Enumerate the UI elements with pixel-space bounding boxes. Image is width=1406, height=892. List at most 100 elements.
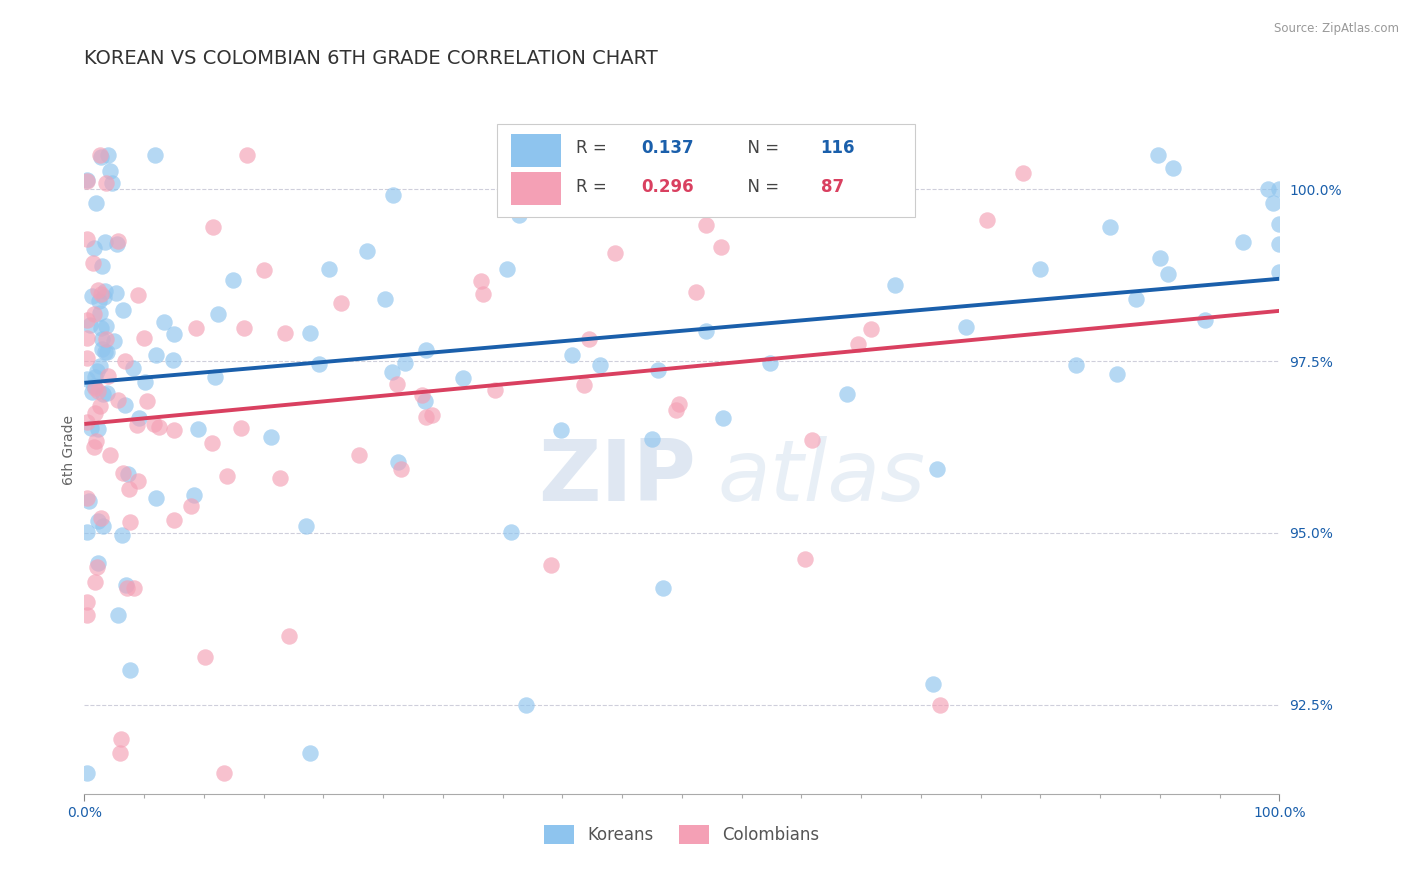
- Point: [508, 208, 530, 222]
- Point: [76, 174, 98, 188]
- Point: [385, 377, 408, 392]
- Point: [561, 348, 583, 362]
- Point: [501, 524, 523, 539]
- Point: [76, 173, 98, 187]
- Text: 0.137: 0.137: [641, 139, 695, 157]
- Point: [1029, 261, 1052, 276]
- Point: [652, 581, 675, 595]
- Point: [117, 467, 139, 481]
- Point: [294, 519, 316, 533]
- Point: [83, 242, 105, 256]
- Point: [204, 369, 226, 384]
- Point: [641, 433, 664, 447]
- Point: [86, 560, 108, 574]
- Point: [118, 663, 141, 677]
- Point: [675, 149, 697, 163]
- Point: [94, 332, 117, 346]
- Point: [572, 377, 595, 392]
- Point: [76, 608, 98, 623]
- Point: [1156, 267, 1178, 281]
- Point: [76, 524, 98, 539]
- Point: [87, 422, 110, 436]
- Point: [80, 421, 103, 435]
- Point: [127, 417, 149, 432]
- Point: [76, 766, 98, 780]
- Point: [127, 288, 149, 302]
- Point: [222, 273, 245, 287]
- Point: [145, 348, 167, 362]
- Point: [93, 290, 115, 304]
- Point: [515, 698, 537, 712]
- Point: [236, 148, 259, 162]
- Point: [846, 337, 869, 351]
- Point: [90, 320, 112, 334]
- Point: [94, 284, 117, 298]
- Point: [89, 148, 111, 162]
- Point: [114, 577, 136, 591]
- Text: 0.296: 0.296: [641, 178, 695, 196]
- Point: [76, 594, 98, 608]
- Point: [551, 196, 574, 211]
- Point: [318, 261, 340, 276]
- Point: [89, 359, 111, 373]
- Point: [207, 307, 229, 321]
- Point: [183, 488, 205, 502]
- Point: [143, 148, 166, 162]
- Point: [110, 731, 132, 746]
- Point: [381, 365, 404, 379]
- Point: [1194, 313, 1216, 327]
- Point: [413, 393, 436, 408]
- Point: [794, 552, 817, 566]
- Point: [253, 263, 276, 277]
- Point: [201, 436, 224, 450]
- Point: [202, 220, 225, 235]
- Point: [94, 345, 117, 359]
- Point: [103, 334, 125, 348]
- Point: [111, 302, 134, 317]
- Point: [76, 491, 98, 505]
- Point: [134, 331, 156, 345]
- Point: [187, 422, 209, 436]
- Point: [382, 187, 405, 202]
- Point: [83, 440, 105, 454]
- Point: [578, 332, 600, 346]
- Text: 116: 116: [821, 139, 855, 157]
- Point: [540, 558, 562, 572]
- Point: [90, 511, 112, 525]
- Point: [90, 150, 112, 164]
- Point: [79, 318, 101, 332]
- Point: [759, 356, 782, 370]
- Point: [229, 420, 252, 434]
- Point: [163, 423, 186, 437]
- Point: [451, 371, 474, 385]
- Point: [83, 370, 105, 384]
- Point: [800, 433, 823, 447]
- Point: [98, 448, 121, 462]
- Point: [89, 306, 111, 320]
- Point: [87, 384, 110, 398]
- Point: [101, 176, 124, 190]
- Point: [97, 368, 120, 383]
- Point: [1268, 237, 1291, 252]
- Point: [80, 289, 103, 303]
- Point: [90, 287, 112, 301]
- Point: [180, 499, 202, 513]
- Point: [389, 462, 412, 476]
- Point: [299, 746, 322, 760]
- Point: [1149, 251, 1171, 265]
- Point: [83, 379, 105, 393]
- Point: [217, 468, 239, 483]
- Point: [107, 608, 129, 623]
- Point: [470, 274, 492, 288]
- Point: [153, 315, 176, 329]
- Point: [884, 278, 907, 293]
- Text: KOREAN VS COLOMBIAN 6TH GRADE CORRELATION CHART: KOREAN VS COLOMBIAN 6TH GRADE CORRELATIO…: [84, 49, 658, 68]
- Point: [96, 386, 118, 401]
- Point: [114, 398, 136, 412]
- Point: [1099, 219, 1122, 234]
- Point: [647, 362, 669, 376]
- Point: [90, 342, 112, 356]
- Point: [83, 307, 105, 321]
- Point: [107, 393, 129, 408]
- Point: [837, 387, 859, 401]
